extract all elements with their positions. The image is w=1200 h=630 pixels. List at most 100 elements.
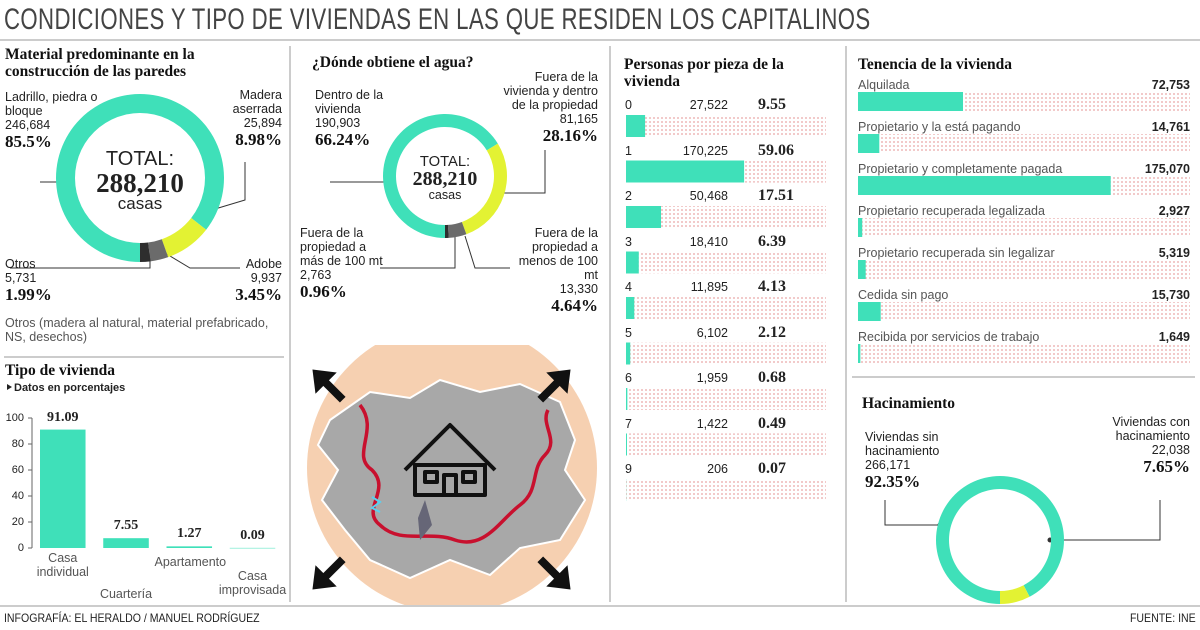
chart-title: Hacinamiento <box>862 395 955 412</box>
slice-count: 266,171 <box>865 458 911 472</box>
donut-slice <box>445 224 449 238</box>
center-label: TOTAL: <box>419 153 471 170</box>
slice-percent: 85.5% <box>5 132 52 151</box>
slice-percent: 66.24% <box>315 130 371 149</box>
bar <box>229 547 276 549</box>
slice-percent: 4.64% <box>551 296 598 315</box>
slice-count: 2,763 <box>300 268 332 282</box>
map-illustration <box>307 345 597 605</box>
y-tick-label: 60 <box>11 464 24 476</box>
row-percent: 17.51 <box>758 187 794 204</box>
slice-label: Dentro de la vivienda 190,903 66.24% <box>315 88 415 150</box>
bar <box>858 176 1111 195</box>
y-tick-label: 20 <box>11 516 24 528</box>
source: FUENTE: INE <box>1130 611 1196 625</box>
bar <box>858 260 866 279</box>
donut-slice <box>447 221 467 238</box>
slice-label: Fuera de la propiedad a más de 100 mt 2,7… <box>300 226 390 302</box>
subtitle-bullet <box>7 384 12 390</box>
row-count: 206 <box>707 462 728 476</box>
row-count: 50,468 <box>689 189 728 203</box>
chart-subtitle: Datos en porcentajes <box>14 382 126 394</box>
center-unit: casas <box>117 194 163 213</box>
slice-name: Viviendas sin hacinamiento <box>865 430 940 458</box>
slice-percent: 0.96% <box>300 282 347 301</box>
row-value: 175,070 <box>1144 162 1190 176</box>
x-tick-label: Cuartería <box>99 587 153 601</box>
row-percent: 0.07 <box>758 460 786 477</box>
bar <box>626 342 631 365</box>
row-category: Cedida sin pago <box>858 288 949 302</box>
slice-name: Fuera de la propiedad a menos de 100 mt <box>518 226 598 282</box>
slice-name: Dentro de la vivienda <box>315 88 384 116</box>
bar-value-label: 91.09 <box>47 409 79 425</box>
row-percent: 0.49 <box>758 414 786 432</box>
bar <box>858 92 964 111</box>
bar-track <box>626 388 826 410</box>
row-category: 2 <box>625 189 632 203</box>
row-percent: 2.12 <box>758 323 786 341</box>
slice-name: Fuera de la propiedad a más de 100 mt <box>300 226 383 268</box>
credit: INFOGRAFÍA: EL HERALDO / MANUEL RODRÍGUE… <box>4 611 260 625</box>
x-tick-label: Casa individual <box>36 551 89 579</box>
bar <box>626 160 745 183</box>
row-category: 6 <box>625 371 632 385</box>
row-value: 2,927 <box>1158 204 1190 218</box>
bar <box>40 429 86 548</box>
row-value: 72,753 <box>1151 78 1190 92</box>
row-value: 15,730 <box>1151 288 1190 302</box>
x-tick-label: Casa improvisada <box>218 569 287 597</box>
row-count: 27,522 <box>689 98 728 112</box>
row-count: 170,225 <box>682 143 728 158</box>
donut-slice <box>1000 585 1030 604</box>
chart-title: ¿Dónde obtiene el agua? <box>312 54 474 71</box>
slice-percent: 3.45% <box>235 285 282 304</box>
row-category: 3 <box>625 234 632 249</box>
bar-track <box>858 302 1190 321</box>
slice-percent: 28.16% <box>542 126 598 145</box>
bar-track <box>626 206 826 228</box>
bar-track <box>858 344 1190 363</box>
row-category: Alquilada <box>858 78 910 92</box>
slice-label: Otros 5,731 1.99% <box>5 257 95 305</box>
bar-track <box>626 433 826 456</box>
frame-lines <box>0 39 1200 607</box>
bar <box>626 388 628 410</box>
bar <box>626 206 662 228</box>
slice-count: 246,684 <box>5 118 51 132</box>
bar-track <box>626 342 826 365</box>
bar <box>858 302 881 321</box>
row-value: 1,649 <box>1158 330 1190 344</box>
slice-count: 25,894 <box>243 116 282 130</box>
bar-value-label: 7.55 <box>113 518 139 534</box>
row-percent: 59.06 <box>758 141 794 159</box>
slice-label: Adobe 9,937 3.45% <box>175 257 282 305</box>
bar-track <box>626 479 826 501</box>
center-value: 288,210 <box>412 168 478 191</box>
y-tick-label: 40 <box>11 490 24 502</box>
bar-track <box>858 218 1190 237</box>
row-count: 1,959 <box>696 371 728 385</box>
chart-title: Material predominante en la construcción… <box>5 46 195 80</box>
slice-count: 9,937 <box>250 271 282 285</box>
bar <box>626 251 639 274</box>
slice-label: Fuera de la propiedad a menos de 100 mt 1… <box>505 226 598 316</box>
slice-count: 81,165 <box>559 112 598 126</box>
row-category: 5 <box>625 325 632 340</box>
bar-track <box>858 260 1190 279</box>
center-unit: casas <box>428 187 462 202</box>
bar-track <box>858 134 1190 153</box>
row-category: Propietario y completamente pagada <box>858 162 1063 176</box>
slice-count: 13,330 <box>559 282 598 296</box>
slice-label: Viviendas con hacinamiento 22,038 7.65% <box>1075 415 1190 477</box>
slice-count: 5,731 <box>5 271 37 285</box>
slice-label: Madera aserrada 25,894 8.98% <box>192 88 282 150</box>
y-tick-label: 0 <box>17 542 24 554</box>
y-tick-label: 80 <box>11 438 24 450</box>
donut-slice <box>161 218 207 258</box>
row-count: 6,102 <box>696 325 728 340</box>
row-category: 4 <box>625 280 632 294</box>
row-category: Recibida por servicios de trabajo <box>858 330 1040 344</box>
